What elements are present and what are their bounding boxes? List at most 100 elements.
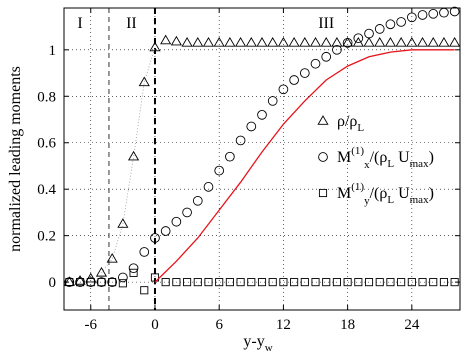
x-tick-label: 18	[340, 317, 355, 333]
circle-point	[321, 51, 332, 62]
circle-point	[310, 58, 321, 69]
square-point	[76, 278, 85, 287]
triangle-point	[374, 36, 386, 47]
x-tick-label: 0	[151, 317, 159, 333]
triangle-point	[299, 36, 311, 47]
y-tick-label: 1	[49, 43, 57, 59]
x-tick-label: 12	[276, 317, 291, 333]
square-point	[322, 278, 331, 287]
x-tick-label: 6	[215, 317, 223, 333]
square-point	[225, 278, 234, 287]
square-point	[247, 278, 256, 287]
series-layer	[63, 6, 461, 295]
square-point	[140, 286, 149, 295]
triangle-point	[224, 36, 236, 47]
square-point	[118, 279, 127, 288]
triangle-point	[235, 36, 247, 47]
circle-point	[139, 247, 150, 257]
region-boundaries	[108, 8, 156, 310]
x-tick-label: -6	[85, 317, 98, 333]
circle-point	[299, 68, 310, 78]
square-point	[108, 278, 117, 287]
triangle-point	[245, 36, 257, 47]
y-axis-label: normalized leading moments	[7, 66, 24, 252]
triangle-point	[309, 36, 322, 47]
triangle-point	[438, 36, 450, 47]
square-point	[290, 278, 299, 287]
region-labels: I II III	[77, 15, 334, 32]
legend-marker-triangle	[317, 115, 329, 125]
circle-point	[171, 216, 182, 227]
square-point	[86, 278, 95, 287]
triangle-point	[449, 36, 461, 47]
triangle-point	[213, 36, 225, 47]
circle-point	[96, 277, 107, 287]
x-tick-label: 24	[404, 317, 420, 333]
circle-point	[385, 19, 396, 30]
triangle-point	[85, 272, 97, 283]
square-point	[183, 278, 192, 287]
square-point	[418, 278, 427, 287]
triangle-point	[320, 36, 332, 47]
triangle-point	[202, 36, 215, 47]
legend-entry-square: M(1)y/(ρL Umax)	[337, 181, 434, 207]
series-triangle	[63, 34, 461, 286]
triangle-point	[138, 76, 150, 87]
square-point	[129, 268, 138, 277]
square-point	[354, 278, 363, 287]
region-label: III	[318, 15, 334, 32]
triangle-point	[267, 36, 279, 47]
square-point	[215, 278, 224, 287]
square-point	[97, 278, 106, 287]
plot-frame	[63, 7, 461, 311]
square-point	[161, 278, 170, 287]
triangle-point	[74, 275, 86, 285]
triangle-point	[256, 36, 268, 47]
circle-point	[364, 28, 374, 39]
triangle-point	[363, 36, 375, 47]
circle-point	[278, 84, 289, 95]
circle-point	[353, 33, 364, 44]
triangle-point	[181, 36, 193, 47]
circle-point	[267, 96, 278, 106]
square-point	[332, 278, 341, 287]
triangle-point	[106, 252, 118, 263]
circle-point	[342, 37, 353, 48]
red-curve-line	[154, 49, 455, 283]
square-point	[236, 278, 245, 287]
circle-point	[428, 8, 439, 19]
legend-marker-circle	[318, 152, 328, 162]
y-tick-label: 0.6	[37, 136, 56, 152]
circle-point	[449, 6, 460, 17]
circle-point	[417, 10, 428, 20]
series-circle	[64, 6, 460, 287]
square-point	[397, 278, 406, 287]
circle-point	[246, 121, 257, 132]
circle-point	[182, 207, 192, 218]
y-tick-label: 0	[49, 275, 57, 291]
circle-point	[118, 272, 128, 283]
square-point	[343, 278, 352, 287]
circle-point	[128, 263, 139, 274]
triangle-point	[427, 36, 439, 47]
triangle-point	[384, 36, 397, 47]
square-point	[375, 278, 384, 287]
triangle-point	[160, 34, 172, 45]
circle-point	[85, 277, 96, 287]
square-point	[257, 278, 267, 287]
triangle-point	[117, 218, 129, 228]
triangle-point	[288, 36, 300, 47]
circle-point	[374, 24, 385, 34]
square-point	[311, 278, 320, 287]
square-point	[172, 278, 181, 287]
circle-point	[150, 233, 160, 243]
y-tick-label: 0.2	[37, 229, 56, 245]
square-point	[204, 278, 213, 287]
triangle-point	[395, 36, 407, 47]
circle-point	[396, 17, 406, 27]
square-point	[439, 278, 448, 287]
legend-entry-circle: M(1)x/(ρL Umax)	[337, 145, 434, 171]
circle-point	[192, 195, 203, 206]
square-point	[407, 278, 416, 287]
